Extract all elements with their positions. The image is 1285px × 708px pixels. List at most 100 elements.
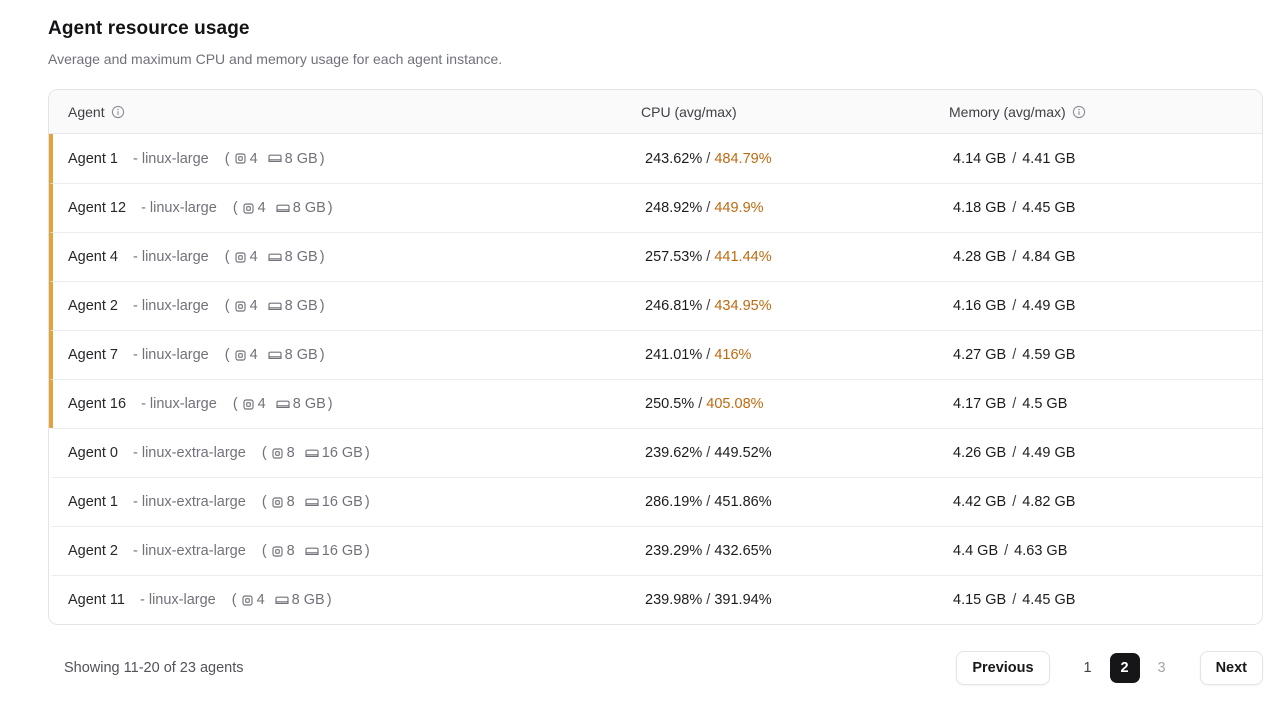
cpu-max-value: 432.65% — [714, 543, 772, 559]
memory-size: 8 GB — [292, 396, 326, 412]
memory-stick-icon — [268, 251, 282, 264]
agent-size-label: - linux-extra-large — [133, 494, 246, 510]
cpu-usage-cell: 243.62% / 484.79% — [645, 151, 953, 167]
page-number-1[interactable]: 1 — [1083, 660, 1092, 676]
memory-avg-value: 4.27 GB — [953, 347, 1007, 363]
memory-usage-cell: 4.17 GB / 4.5 GB — [953, 396, 1262, 412]
memory-stick-icon — [276, 202, 290, 215]
agent-name: Agent 16 — [68, 396, 127, 412]
cpu-usage-cell: 239.29% / 432.65% — [645, 543, 953, 559]
memory-usage-cell: 4.18 GB / 4.45 GB — [953, 200, 1262, 216]
paren-close: ) — [327, 200, 333, 216]
memory-usage-cell: 4.16 GB / 4.49 GB — [953, 298, 1262, 314]
agent-size-label: - linux-large — [133, 150, 209, 167]
cpu-count: 4 — [249, 249, 258, 265]
memory-avg-value: 4.28 GB — [953, 249, 1007, 265]
agent-name: Agent 12 — [68, 200, 127, 216]
memory-avg-value: 4.16 GB — [953, 298, 1007, 314]
paren-open: ( — [224, 347, 230, 363]
value-separator: / — [1012, 150, 1017, 167]
cpu-count: 8 — [286, 445, 295, 461]
agent-spec: ( 4 8 GB ) — [225, 249, 325, 265]
agent-spec: ( 4 8 GB ) — [233, 200, 333, 216]
agent-spec: ( 8 16 GB ) — [262, 445, 370, 461]
value-separator: / — [702, 200, 715, 216]
info-icon[interactable] — [111, 105, 125, 119]
cpu-usage-cell: 286.19% / 451.86% — [645, 494, 953, 510]
pagination: Previous 1 2 3 Next — [956, 651, 1263, 685]
paren-open: ( — [232, 396, 238, 412]
paren-close: ) — [364, 494, 370, 510]
agent-cell: Agent 12 - linux-large ( 4 8 GB ) — [53, 200, 645, 216]
column-header-agent: Agent — [49, 104, 641, 120]
memory-max-value: 4.63 GB — [1014, 543, 1068, 559]
cpu-chip-icon — [242, 202, 255, 215]
cpu-chip-icon — [234, 251, 247, 264]
table-footer: Showing 11-20 of 23 agents Previous 1 2 3 … — [48, 651, 1263, 685]
page-number-list: 1 2 3 — [1073, 653, 1177, 683]
agent-name: Agent 7 — [68, 347, 118, 363]
paren-open: ( — [231, 592, 237, 608]
memory-usage-cell: 4.15 GB / 4.45 GB — [953, 592, 1262, 608]
memory-stick-icon — [268, 300, 282, 313]
column-header-cpu-label: CPU (avg/max) — [641, 103, 737, 120]
next-page-button[interactable]: Next — [1199, 651, 1263, 685]
cpu-avg-value: 286.19% — [645, 494, 703, 510]
paren-close: ) — [319, 347, 325, 363]
cpu-count: 4 — [257, 396, 266, 412]
column-header-memory: Memory (avg/max) — [949, 104, 1262, 120]
cpu-count: 4 — [249, 298, 258, 314]
agent-size-label: - linux-extra-large — [133, 543, 246, 559]
table-row: Agent 12 - linux-large ( 4 8 GB ) 248.92… — [49, 183, 1262, 232]
cpu-max-value: 434.95% — [714, 298, 772, 314]
memory-size: 8 GB — [284, 150, 318, 167]
page-number-2[interactable]: 2 — [1109, 653, 1140, 683]
paren-open: ( — [261, 543, 267, 559]
agent-cell: Agent 7 - linux-large ( 4 8 GB ) — [53, 347, 645, 363]
agent-spec: ( 4 8 GB ) — [232, 592, 332, 608]
memory-usage-cell: 4.27 GB / 4.59 GB — [953, 347, 1262, 363]
agent-name: Agent 0 — [68, 445, 118, 461]
memory-stick-icon — [275, 594, 289, 607]
table-row: Agent 16 - linux-large ( 4 8 GB ) 250.5%… — [49, 379, 1262, 428]
agent-size-label: - linux-large — [139, 592, 216, 608]
cpu-count: 4 — [257, 200, 266, 216]
table-header-row: Agent CPU (avg/max) Memory (avg/max) — [49, 90, 1262, 134]
agent-cell: Agent 2 - linux-large ( 4 8 GB ) — [53, 298, 645, 314]
agent-spec: ( 4 8 GB ) — [233, 396, 333, 412]
table-body: Agent 1 - linux-large ( 4 8 GB ) 243.62%… — [49, 134, 1262, 624]
cpu-count: 4 — [256, 592, 265, 608]
previous-page-button[interactable]: Previous — [956, 651, 1050, 685]
showing-count: Showing 11-20 of 23 agents — [64, 660, 244, 676]
agent-spec: ( 8 16 GB ) — [262, 494, 370, 510]
agent-cell: Agent 2 - linux-extra-large ( 8 16 GB ) — [53, 543, 645, 559]
memory-size: 16 GB — [321, 543, 363, 559]
value-separator: / — [702, 249, 715, 265]
paren-close: ) — [326, 592, 332, 608]
memory-max-value: 4.5 GB — [1022, 396, 1068, 412]
memory-stick-icon — [268, 349, 282, 362]
memory-max-value: 4.49 GB — [1022, 445, 1076, 461]
paren-close: ) — [364, 543, 370, 559]
agent-spec: ( 8 16 GB ) — [262, 543, 370, 559]
value-separator: / — [1012, 347, 1017, 363]
cpu-avg-value: 250.5% — [645, 396, 695, 412]
agent-size-label: - linux-large — [133, 298, 209, 314]
table-row: Agent 2 - linux-large ( 4 8 GB ) 246.81%… — [49, 281, 1262, 330]
info-icon[interactable] — [1072, 105, 1086, 119]
cpu-avg-value: 243.62% — [645, 150, 703, 167]
agent-name: Agent 11 — [68, 592, 125, 608]
paren-open: ( — [261, 445, 267, 461]
cpu-usage-cell: 257.53% / 441.44% — [645, 249, 953, 265]
cpu-count: 8 — [286, 543, 295, 559]
value-separator: / — [702, 150, 715, 167]
memory-usage-cell: 4.28 GB / 4.84 GB — [953, 249, 1262, 265]
value-separator: / — [1012, 396, 1017, 412]
page-number-3[interactable]: 3 — [1157, 660, 1166, 676]
table-row: Agent 2 - linux-extra-large ( 8 16 GB ) … — [49, 526, 1262, 575]
cpu-avg-value: 241.01% — [645, 347, 703, 363]
cpu-max-value: 449.52% — [714, 445, 772, 461]
memory-avg-value: 4.18 GB — [953, 200, 1007, 216]
memory-usage-cell: 4.26 GB / 4.49 GB — [953, 445, 1262, 461]
memory-avg-value: 4.4 GB — [953, 543, 999, 559]
